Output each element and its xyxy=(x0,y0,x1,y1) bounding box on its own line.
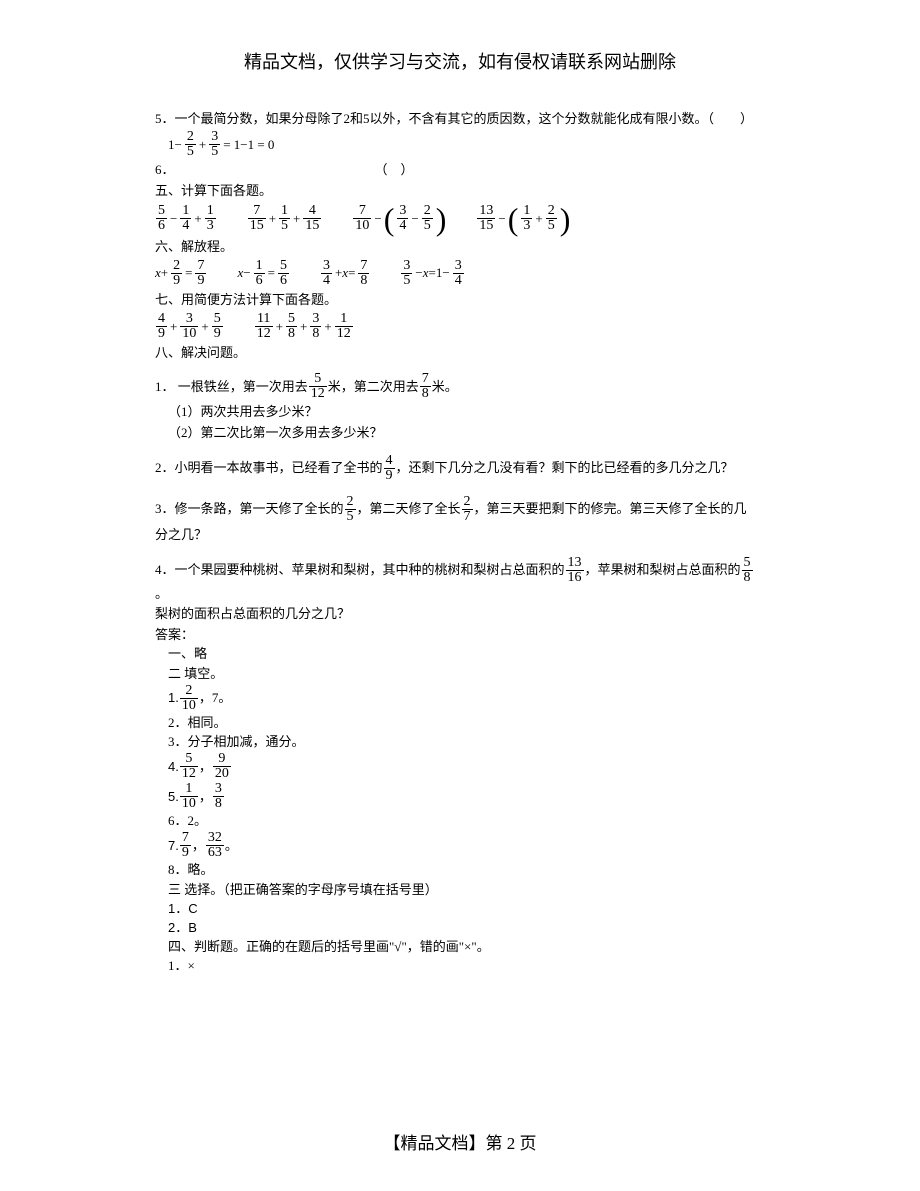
section-5-title: 五、计算下面各题。 xyxy=(155,182,765,200)
answer-2-2: 2．相同。 xyxy=(155,714,765,732)
problem-4-cont: 梨树的面积占总面积的几分之几？ xyxy=(155,605,765,623)
answer-sec1: 一、略 xyxy=(155,645,765,663)
answer-3-2: 2．B xyxy=(155,919,765,937)
answer-2-5: 5. 110 ， 38 xyxy=(155,782,765,811)
answer-2-1: 1. 210 ，7。 xyxy=(155,684,765,713)
section-6-title: 六、解放程。 xyxy=(155,238,765,256)
answer-sec2: 二 填空。 xyxy=(155,665,765,683)
answer-2-3: 3．分子相加减，通分。 xyxy=(155,733,765,751)
answers-title: 答案： xyxy=(155,626,765,644)
answer-3-1: 1．C xyxy=(155,900,765,918)
answer-4-1: 1．× xyxy=(155,957,765,975)
page-footer: 【精品文档】第 2 页 xyxy=(0,1132,920,1156)
answer-2-4: 4. 512 ， 920 xyxy=(155,752,765,781)
question-5: 5．一个最简分数，如果分母除了2和5以外，不含有其它的质因数，这个分数就能化成有… xyxy=(155,110,765,128)
problem-4: 4．一个果园要种桃树、苹果树和梨树，其中种的桃树和梨树占总面积的 1316 ，苹… xyxy=(155,556,765,603)
answer-2-6: 6．2。 xyxy=(155,812,765,830)
question-6-label: 6． （ ） xyxy=(155,161,765,179)
problem-3-cont: 分之几？ xyxy=(155,526,765,544)
problem-3: 3．修一条路，第一天修了全长的 25 ，第二天修了全长 27 ，第三天要把剩下的… xyxy=(155,495,765,524)
section-7-expressions: 49+ 310+ 59 1112+ 58+ 38+ 112 xyxy=(155,312,765,341)
question-6-equation: 1− 25 + 35 = 1−1 = 0 xyxy=(155,130,765,159)
section-6-expressions: x+ 29= 79 x− 16= 56 34+x= 78 35−x=1− 34 xyxy=(155,259,765,288)
section-7-title: 七、用简便方法计算下面各题。 xyxy=(155,291,765,309)
problem-2: 2．小明看一本故事书，已经看了全书的 49 ，还剩下几分之几没有看？剩下的比已经… xyxy=(155,454,765,483)
problem-1: 1． 一根铁丝，第一次用去 512 米，第二次用去 78 米。 xyxy=(155,372,765,401)
answer-2-7: 7. 79 ， 3263 。 xyxy=(155,831,765,860)
answer-2-8: 8．略。 xyxy=(155,861,765,879)
answer-sec4: 四、判断题。正确的在题后的括号里画"√"，错的画"×"。 xyxy=(155,938,765,956)
answer-sec3: 三 选择。（把正确答案的字母序号填在括号里） xyxy=(155,881,765,899)
problem-1-sub2: （2）第二次比第一次多用去多少米？ xyxy=(155,424,765,442)
problem-1-sub1: （1）两次共用去多少米？ xyxy=(155,403,765,421)
page-header: 精品文档，仅供学习与交流，如有侵权请联系网站删除 xyxy=(155,50,765,75)
section-5-expressions: 56− 14+ 13 715+ 15+ 415 710− ( 34− 25 ) … xyxy=(155,203,765,235)
section-8-title: 八、解决问题。 xyxy=(155,344,765,362)
